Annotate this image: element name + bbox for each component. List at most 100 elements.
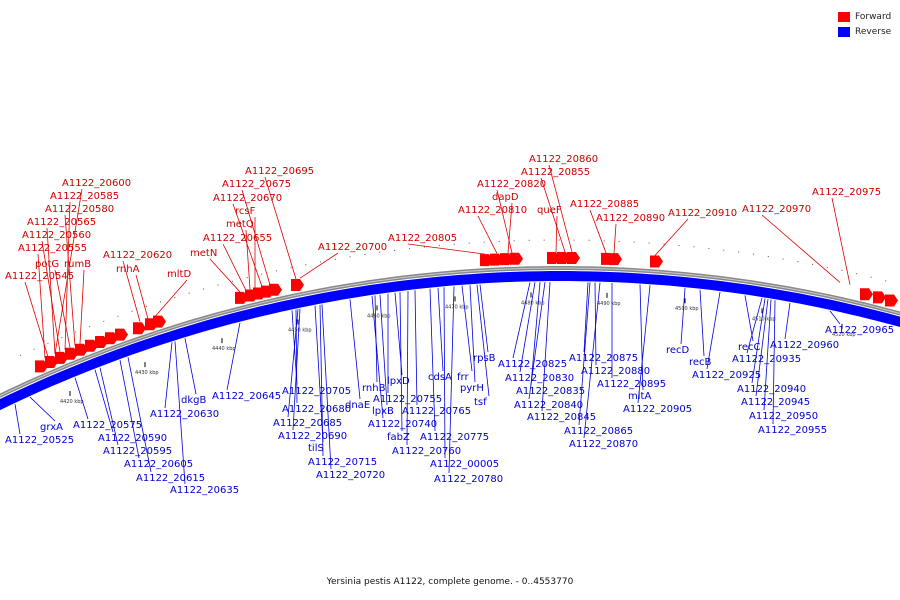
reverse-leader-line [469, 285, 476, 383]
reverse-gene-label: A1122_20760 [392, 446, 461, 457]
reverse-gene-label: pyrH [460, 383, 484, 394]
reverse-leader-line [583, 282, 589, 353]
reverse-leader-line [127, 357, 152, 473]
reverse-gene-label: A1122_20965 [825, 325, 894, 336]
reverse-gene-label: rpsB [473, 353, 496, 364]
scale-tick-label: 4450 kbp [288, 327, 312, 333]
reverse-gene-label: tsf [474, 397, 487, 408]
forward-gene-label: A1122_20585 [50, 191, 119, 202]
forward-gene-arrow [133, 322, 146, 335]
forward-gene-arrow [873, 291, 886, 304]
forward-gene-arrow [235, 291, 248, 304]
forward-leader-line [122, 260, 141, 322]
forward-gene-arrow [480, 254, 493, 267]
legend-forward-label: Forward [855, 11, 892, 22]
forward-gene-arrow [45, 356, 58, 369]
reverse-leader-line [287, 309, 299, 418]
reverse-swatch [838, 26, 850, 37]
reverse-gene-label: A1122_20940 [737, 384, 806, 395]
reverse-gene-label: frr [457, 372, 469, 383]
forward-gene-label: rcsF [235, 206, 256, 217]
reverse-leader-line [541, 282, 551, 412]
reverse-leader-line [349, 299, 361, 400]
forward-gene-label: A1122_20580 [45, 204, 114, 215]
forward-gene-label: A1122_20860 [529, 154, 598, 165]
reverse-gene-label: recD [666, 345, 690, 356]
forward-leader-line [245, 229, 251, 290]
reverse-gene-label: A1122_20630 [150, 409, 219, 420]
reverse-gene-label: dkgB [181, 395, 206, 406]
reverse-gene-label: A1122_20905 [623, 404, 692, 415]
reverse-leader-line [699, 289, 705, 357]
reverse-gene-label: A1122_20775 [420, 432, 489, 443]
reverse-gene-label: A1122_20880 [581, 366, 650, 377]
reverse-leader-line [637, 285, 651, 404]
reverse-leader-line [479, 284, 489, 353]
forward-gene-label: A1122_20560 [22, 230, 91, 241]
forward-gene-arrow [557, 252, 570, 265]
forward-swatch [838, 11, 850, 22]
reverse-gene-label: A1122_20925 [692, 370, 761, 381]
reverse-leader-line [706, 291, 721, 370]
reverse-leader-line [226, 322, 241, 391]
reverse-leader-line [414, 290, 418, 406]
reverse-gene-label: A1122_20870 [569, 439, 638, 450]
reverse-gene-label: A1122_20590 [98, 433, 167, 444]
forward-leader-line [232, 203, 263, 287]
reverse-leader-line [829, 310, 841, 325]
reverse-gene-label: A1122_20960 [770, 340, 839, 351]
forward-gene-label: A1122_20910 [668, 208, 737, 219]
reverse-leader-line [594, 282, 597, 366]
forward-gene-label: metN [190, 248, 217, 259]
forward-leader-line [64, 214, 76, 346]
forward-leader-line [54, 269, 71, 348]
forward-gene-arrow [500, 253, 513, 266]
forward-leader-line [54, 188, 83, 354]
reverse-gene-label: A1122_20950 [749, 411, 818, 422]
forward-gene-arrow [55, 351, 68, 364]
forward-gene-label: A1122_20545 [5, 271, 74, 282]
legend-reverse: Reverse [838, 24, 891, 39]
reverse-gene-label: dnaE [345, 400, 370, 411]
forward-leader-line [264, 176, 297, 280]
forward-leader-line [654, 218, 689, 256]
reverse-gene-label: A1122_20835 [516, 386, 585, 397]
forward-leader-line [135, 274, 149, 320]
forward-gene-arrow [510, 252, 523, 265]
forward-gene-label: A1122_20675 [222, 179, 291, 190]
strand-legend: Forward Reverse [838, 9, 891, 39]
reverse-gene-label: A1122_20715 [308, 457, 377, 468]
reverse-gene-label: tilS [308, 443, 324, 454]
forward-gene-label: A1122_20670 [213, 193, 282, 204]
forward-gene-arrow [115, 328, 128, 341]
scale-tick-label: 4460 kbp [367, 313, 391, 319]
forward-gene-label: potG [35, 259, 59, 270]
forward-gene-label: metQ [226, 219, 254, 230]
reverse-leader-line [29, 396, 56, 422]
reverse-leader-line [174, 341, 186, 485]
reverse-leader-line [512, 282, 531, 359]
reverse-leader-line [443, 287, 446, 459]
reverse-gene-label: A1122_20605 [124, 459, 193, 470]
forward-gene-label: queF [537, 205, 562, 216]
reverse-leader-line [399, 292, 403, 432]
reverse-leader-line [14, 403, 21, 435]
forward-leader-line [589, 209, 607, 253]
reverse-gene-label: A1122_20645 [212, 391, 281, 402]
forward-leader-line [507, 202, 513, 254]
forward-leader-line [299, 252, 339, 279]
forward-gene-arrow [609, 253, 622, 266]
reverse-gene-label: A1122_20740 [368, 419, 437, 430]
reverse-leader-line [751, 298, 766, 384]
forward-leader-line [496, 189, 513, 253]
forward-gene-arrow [269, 283, 282, 296]
forward-leader-line [41, 240, 61, 352]
forward-gene-arrow [95, 335, 108, 348]
reverse-leader-line [406, 291, 409, 446]
reverse-gene-label: A1122_20830 [505, 373, 574, 384]
legend-reverse-label: Reverse [855, 26, 892, 37]
reverse-leader-line [530, 282, 541, 386]
reverse-gene-label: recC [738, 342, 761, 353]
